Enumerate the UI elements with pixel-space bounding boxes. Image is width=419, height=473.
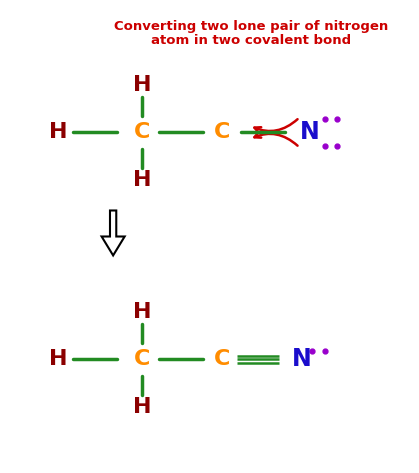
Text: N: N xyxy=(300,121,320,144)
Text: Converting two lone pair of nitrogen: Converting two lone pair of nitrogen xyxy=(114,19,388,33)
Text: C: C xyxy=(214,123,230,142)
Text: N: N xyxy=(292,348,312,371)
Text: C: C xyxy=(134,123,151,142)
FancyArrow shape xyxy=(101,210,125,255)
Text: H: H xyxy=(133,170,152,190)
Text: H: H xyxy=(49,123,68,142)
Text: H: H xyxy=(133,302,152,322)
Text: H: H xyxy=(133,75,152,95)
Text: H: H xyxy=(133,397,152,417)
Text: atom in two covalent bond: atom in two covalent bond xyxy=(151,34,352,47)
Text: C: C xyxy=(214,350,230,369)
FancyArrowPatch shape xyxy=(254,119,297,133)
Text: H: H xyxy=(49,350,68,369)
FancyArrowPatch shape xyxy=(254,132,297,146)
Text: C: C xyxy=(134,350,151,369)
